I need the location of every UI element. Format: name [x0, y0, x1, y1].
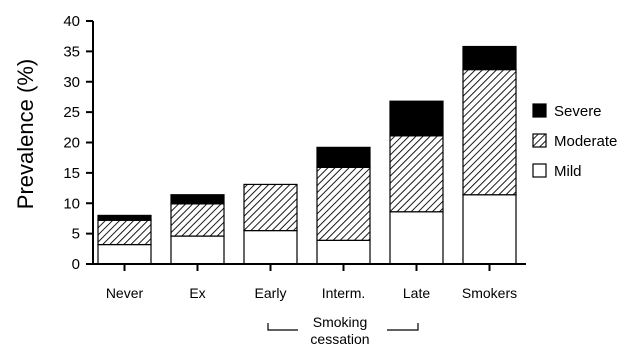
- bar-segment-mild: [389, 211, 444, 265]
- y-axis: 0 5 10 15 20 25 30 35 40: [63, 13, 94, 273]
- x-tick-label: Early: [255, 285, 287, 301]
- bar-segment-severe: [316, 146, 371, 169]
- y-tick-label: 5: [72, 226, 80, 243]
- y-tick-label: 15: [63, 165, 80, 182]
- y-tick-label: 30: [63, 74, 80, 91]
- x-axis: Never Ex Early Interm. Late Smokers: [93, 263, 526, 301]
- bar-segment-mild: [97, 243, 152, 265]
- y-tick-label: 40: [63, 13, 80, 30]
- bar-segment-moderate: [389, 135, 444, 213]
- cessation-bracket-left: [267, 323, 298, 331]
- bar-segment-mild: [316, 239, 371, 265]
- cessation-bracket-right: [387, 323, 419, 331]
- y-axis-label: Prevalence (%): [13, 59, 38, 209]
- legend-label-severe: Severe: [554, 103, 602, 120]
- bar-segment-severe: [389, 100, 444, 137]
- cessation-label-line2: cessation: [310, 331, 369, 347]
- bar-segment-moderate: [462, 68, 517, 196]
- legend-swatch-severe: [532, 103, 547, 118]
- cessation-annotation: Smoking cessation: [267, 314, 419, 347]
- bars: [97, 45, 517, 265]
- y-tick-label: 10: [63, 195, 80, 212]
- bar-segment-severe: [170, 194, 225, 205]
- bar-segment-mild: [243, 229, 298, 265]
- x-tick-label: Smokers: [462, 285, 517, 301]
- bar-segment-severe: [462, 45, 517, 71]
- x-tick-label: Ex: [189, 285, 205, 301]
- y-tick-label: 35: [63, 43, 80, 60]
- x-tick-label: Never: [106, 285, 144, 301]
- legend: Severe Moderate Mild: [532, 103, 617, 180]
- y-tick-label: 20: [63, 135, 80, 152]
- legend-swatch-mild: [532, 163, 547, 178]
- bar-segment-severe: [97, 214, 152, 221]
- bar-segment-moderate: [170, 203, 225, 237]
- bar-segment-moderate: [316, 166, 371, 241]
- x-tick-label: Late: [403, 285, 430, 301]
- bar-segment-mild: [170, 235, 225, 265]
- legend-swatch-moderate: [532, 133, 547, 148]
- legend-label-mild: Mild: [554, 163, 582, 180]
- bar-segment-moderate: [97, 219, 152, 246]
- bar-segment-moderate: [243, 183, 298, 232]
- x-tick-label: Interm.: [322, 285, 366, 301]
- y-tick-label: 25: [63, 104, 80, 121]
- cessation-label-line1: Smoking: [313, 314, 367, 330]
- legend-label-moderate: Moderate: [554, 133, 617, 150]
- y-tick-label: 0: [72, 256, 80, 273]
- bar-segment-mild: [462, 194, 517, 265]
